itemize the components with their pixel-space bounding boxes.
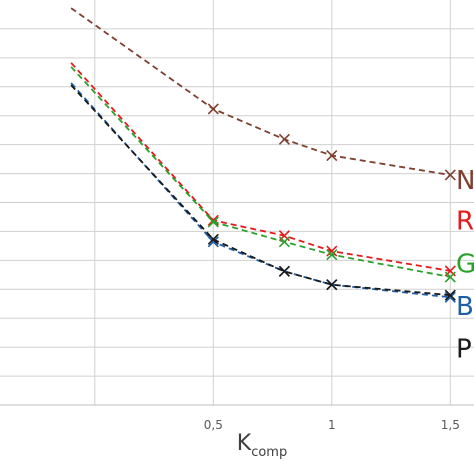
series-line-p	[70, 84, 451, 297]
data-point-gr-3	[326, 249, 338, 261]
series-line-r	[70, 62, 451, 272]
x-tick-label-0: 0,5	[204, 418, 223, 432]
legend-label-b: B	[456, 292, 474, 322]
series-p	[70, 84, 456, 301]
x-axis-title-main: K	[237, 431, 252, 456]
x-axis-title-subscript: comp	[251, 445, 287, 460]
data-point-n-4	[444, 169, 456, 181]
data-point-b-4	[444, 291, 456, 303]
legend-label-p: P	[456, 334, 472, 364]
data-point-p-2	[278, 265, 290, 277]
x-tick-label-2: 1,5	[441, 418, 460, 432]
data-point-n-3	[326, 149, 338, 162]
legend-label-r: R	[456, 206, 474, 236]
x-axis-title: Kcomp	[237, 431, 287, 460]
series-r	[70, 62, 456, 277]
series-lines	[70, 7, 456, 303]
data-point-p-1	[207, 233, 219, 245]
data-point-n-2	[278, 133, 290, 145]
data-point-b-1	[207, 236, 219, 248]
data-point-n-1	[207, 103, 219, 115]
series-gr	[70, 66, 456, 283]
x-tick-label-1: 1	[328, 418, 336, 432]
series-line-n	[70, 7, 451, 176]
data-point-p-4	[444, 289, 456, 301]
legend: NR Gr BP	[456, 166, 474, 364]
x-tick-labels: 0,5 1 1,5	[204, 418, 460, 432]
data-point-p-3	[326, 279, 338, 291]
series-line-gr	[70, 66, 451, 278]
legend-label-gr: Gr	[456, 249, 474, 279]
data-point-gr-4	[444, 271, 456, 283]
grid-lines	[0, 0, 474, 406]
data-point-gr-1	[207, 216, 219, 228]
data-point-gr-2	[278, 236, 290, 248]
series-n	[70, 7, 456, 181]
series-line-b	[70, 82, 451, 299]
legend-label-n: N	[456, 166, 474, 196]
